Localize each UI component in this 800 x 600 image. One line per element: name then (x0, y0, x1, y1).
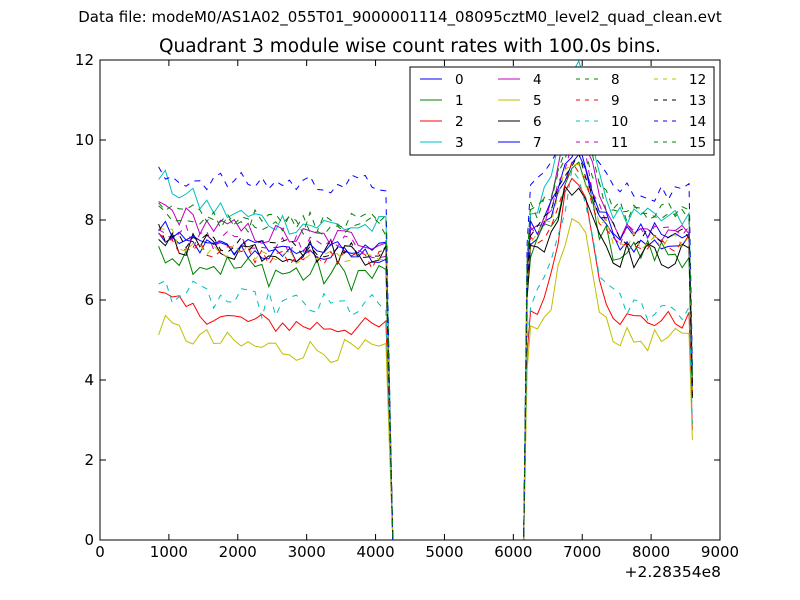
x-tick-label: 0 (95, 543, 105, 561)
legend-label-5: 5 (533, 93, 542, 109)
legend-label-9: 9 (611, 93, 620, 109)
legend-label-4: 4 (533, 72, 542, 88)
series-line-7 (158, 141, 693, 541)
legend-label-11: 11 (611, 135, 628, 151)
legend-label-1: 1 (455, 93, 464, 109)
series-line-8 (158, 141, 693, 541)
series-line-3 (158, 59, 693, 541)
legend-label-7: 7 (533, 135, 542, 151)
x-tick-label: 7000 (563, 543, 601, 561)
x-tick-label: 5000 (425, 543, 463, 561)
x-tick-label: 3000 (288, 543, 326, 561)
y-tick-label: 12 (75, 51, 94, 69)
y-tick-label: 10 (75, 131, 94, 149)
series-line-12 (158, 163, 693, 541)
x-tick-label: 6000 (494, 543, 532, 561)
x-axis-offset-label: +2.28354e8 (624, 563, 721, 581)
legend-label-3: 3 (455, 135, 464, 151)
series-line-2 (158, 177, 693, 541)
legend-label-0: 0 (455, 72, 464, 88)
series-line-4 (158, 129, 693, 541)
series-line-0 (158, 153, 693, 541)
series-line-14 (158, 104, 693, 541)
legend-label-8: 8 (611, 72, 620, 88)
y-tick-label: 6 (84, 291, 94, 309)
legend-box (409, 66, 715, 156)
legend-label-13: 13 (689, 93, 706, 109)
legend-label-15: 15 (689, 135, 706, 151)
legend-label-12: 12 (689, 72, 706, 88)
series-line-1 (158, 161, 693, 541)
legend-label-14: 14 (689, 114, 706, 130)
series-line-15 (158, 138, 693, 541)
series-line-11 (158, 143, 693, 541)
series-line-9 (158, 160, 693, 541)
series-line-6 (158, 185, 693, 541)
x-tick-label: 9000 (701, 543, 739, 561)
y-tick-label: 8 (84, 211, 94, 229)
series-line-13 (158, 151, 693, 541)
figure-suptitle: Data file: modeM0/AS1A02_055T01_90000011… (78, 8, 722, 26)
legend-label-10: 10 (611, 114, 628, 130)
chart-title: Quadrant 3 module wise count rates with … (158, 36, 662, 57)
series-line-5 (158, 217, 693, 541)
x-tick-label: 8000 (632, 543, 670, 561)
x-tick-label: 1000 (150, 543, 188, 561)
y-tick-label: 4 (84, 371, 94, 389)
y-tick-label: 2 (84, 451, 94, 469)
x-tick-label: 4000 (356, 543, 394, 561)
series-layer (158, 59, 693, 541)
series-line-10 (158, 168, 693, 541)
legend-label-6: 6 (533, 114, 542, 130)
legend-label-2: 2 (455, 114, 464, 130)
x-tick-label: 2000 (219, 543, 257, 561)
y-tick-label: 0 (84, 531, 94, 549)
ticks-layer: 0 1000 2000 3000 4000 5000 6000 7000 8000 9000 0 2 4… (75, 51, 739, 561)
